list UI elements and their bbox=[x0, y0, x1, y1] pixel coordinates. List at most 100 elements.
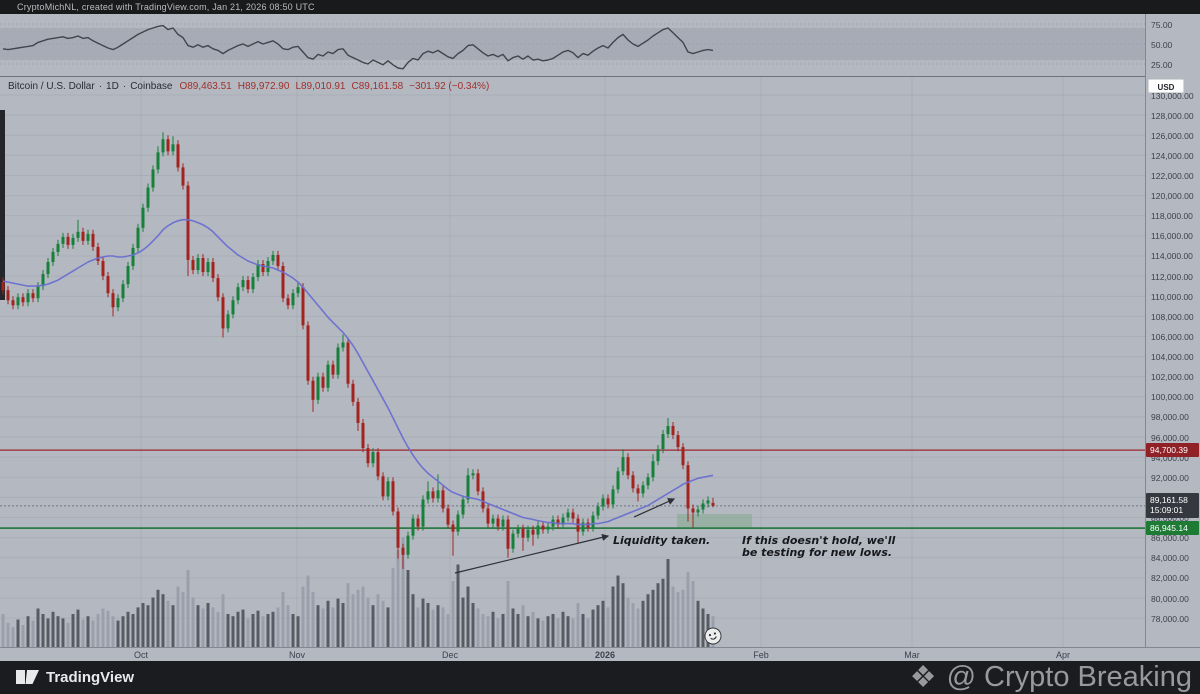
candle-body bbox=[111, 293, 115, 308]
volume-bar bbox=[481, 614, 485, 647]
volume-bar bbox=[376, 594, 380, 647]
price-axis-label: 128,000.00 bbox=[1151, 110, 1194, 121]
volume-bar bbox=[501, 614, 505, 647]
candle-body bbox=[361, 422, 365, 449]
volume-bar bbox=[701, 608, 705, 647]
candle-body bbox=[386, 481, 390, 497]
candle-body bbox=[656, 449, 660, 462]
candle-body bbox=[546, 526, 550, 530]
crypto-breaking-watermark-text: @ Crypto Breaking bbox=[946, 661, 1192, 693]
candle-body bbox=[641, 485, 645, 494]
candle-body bbox=[701, 503, 705, 510]
rsi-canvas[interactable] bbox=[0, 14, 1145, 77]
tradingview-logo-icon bbox=[16, 670, 39, 684]
candle-body bbox=[706, 500, 710, 504]
candle-body bbox=[566, 512, 570, 518]
candle-body bbox=[191, 259, 195, 271]
candle-body bbox=[356, 401, 360, 423]
candle-body bbox=[636, 488, 640, 494]
emoji-sticker[interactable] bbox=[703, 626, 723, 646]
legend-exchange[interactable]: Coinbase bbox=[130, 81, 173, 92]
candle-body bbox=[436, 490, 440, 499]
candle-body bbox=[431, 491, 435, 499]
volume-bar bbox=[256, 610, 260, 647]
volume-bar bbox=[566, 616, 570, 647]
volume-bar bbox=[156, 589, 160, 647]
volume-bar bbox=[371, 605, 375, 647]
volume-bar bbox=[126, 611, 130, 647]
volume-bar bbox=[316, 605, 320, 647]
volume-bar bbox=[76, 609, 80, 647]
support-price-tag: 86,945.14 bbox=[1146, 521, 1199, 536]
volume-bar bbox=[366, 597, 370, 647]
volume-bar bbox=[551, 614, 555, 647]
volume-bar bbox=[241, 609, 245, 647]
liquidity-annotation[interactable]: Liquidity taken. bbox=[613, 535, 710, 547]
candle-body bbox=[211, 262, 215, 279]
candle-body bbox=[146, 187, 150, 208]
candle-body bbox=[691, 508, 695, 513]
candle-body bbox=[56, 243, 60, 252]
volume-bar bbox=[686, 572, 690, 647]
candle-body bbox=[391, 481, 395, 512]
candle-body bbox=[231, 300, 235, 315]
volume-bar bbox=[176, 586, 180, 647]
candle-body bbox=[291, 293, 295, 306]
price-chart-canvas[interactable] bbox=[0, 77, 1145, 647]
volume-bar bbox=[476, 608, 480, 647]
candle-body bbox=[351, 383, 355, 402]
candle-body bbox=[711, 502, 715, 506]
legend-timeframe[interactable]: 1D bbox=[106, 81, 119, 92]
candle-body bbox=[71, 237, 75, 245]
candle-body bbox=[346, 342, 350, 384]
volume-bar bbox=[406, 570, 410, 647]
candle-body bbox=[106, 276, 110, 294]
symbol-legend[interactable]: Bitcoin / U.S. Dollar · 1D · Coinbase O89,463… bbox=[8, 81, 495, 92]
volume-bar bbox=[61, 618, 65, 647]
volume-bar bbox=[386, 607, 390, 647]
volume-bar bbox=[421, 598, 425, 647]
tradingview-brand-link[interactable]: TradingView bbox=[16, 668, 134, 686]
resistance-price-tag: 94,700.39 bbox=[1146, 443, 1199, 458]
candle-body bbox=[686, 465, 690, 509]
candle-body bbox=[296, 287, 300, 294]
volume-bar bbox=[431, 609, 435, 647]
volume-bar bbox=[576, 603, 580, 647]
volume-bar bbox=[11, 627, 15, 647]
candle-body bbox=[81, 231, 85, 241]
volume-bar bbox=[696, 600, 700, 647]
volume-bar bbox=[651, 589, 655, 647]
volume-bar bbox=[151, 597, 155, 647]
candle-body bbox=[561, 517, 565, 525]
rsi-indicator-pane[interactable] bbox=[0, 14, 1145, 77]
volume-bar bbox=[146, 605, 150, 647]
candle-body bbox=[596, 506, 600, 516]
volume-bar bbox=[611, 586, 615, 647]
candle-body bbox=[216, 278, 220, 298]
volume-bar bbox=[606, 607, 610, 647]
currency-toggle-button[interactable]: USD bbox=[1148, 79, 1184, 93]
candle-body bbox=[301, 287, 305, 326]
legend-symbol[interactable]: Bitcoin / U.S. Dollar bbox=[8, 81, 95, 92]
candle-body bbox=[441, 490, 445, 509]
price-chart-pane[interactable] bbox=[0, 77, 1145, 647]
price-axis-label: 92,000.00 bbox=[1151, 472, 1189, 483]
price-axis[interactable] bbox=[1145, 14, 1200, 647]
volume-bar bbox=[556, 618, 560, 647]
warning-annotation[interactable]: If this doesn't hold, we'll be testing f… bbox=[742, 535, 895, 558]
volume-bar bbox=[51, 611, 55, 647]
candle-body bbox=[481, 491, 485, 509]
candle-body bbox=[466, 475, 470, 500]
candle-body bbox=[256, 264, 260, 278]
volume-bar bbox=[86, 616, 90, 647]
candle-body bbox=[506, 519, 510, 549]
volume-bar bbox=[666, 559, 670, 647]
candle-body bbox=[226, 314, 230, 329]
time-axis[interactable]: Oct Nov Dec 2026 Feb Mar Apr bbox=[0, 647, 1200, 661]
time-axis-label: Mar bbox=[904, 650, 920, 660]
candle-body bbox=[286, 298, 290, 306]
volume-bar bbox=[246, 618, 250, 647]
rsi-axis-label: 50.00 bbox=[1151, 39, 1173, 50]
price-axis-label: 94,000.00 bbox=[1151, 452, 1189, 463]
candle-body bbox=[616, 471, 620, 490]
